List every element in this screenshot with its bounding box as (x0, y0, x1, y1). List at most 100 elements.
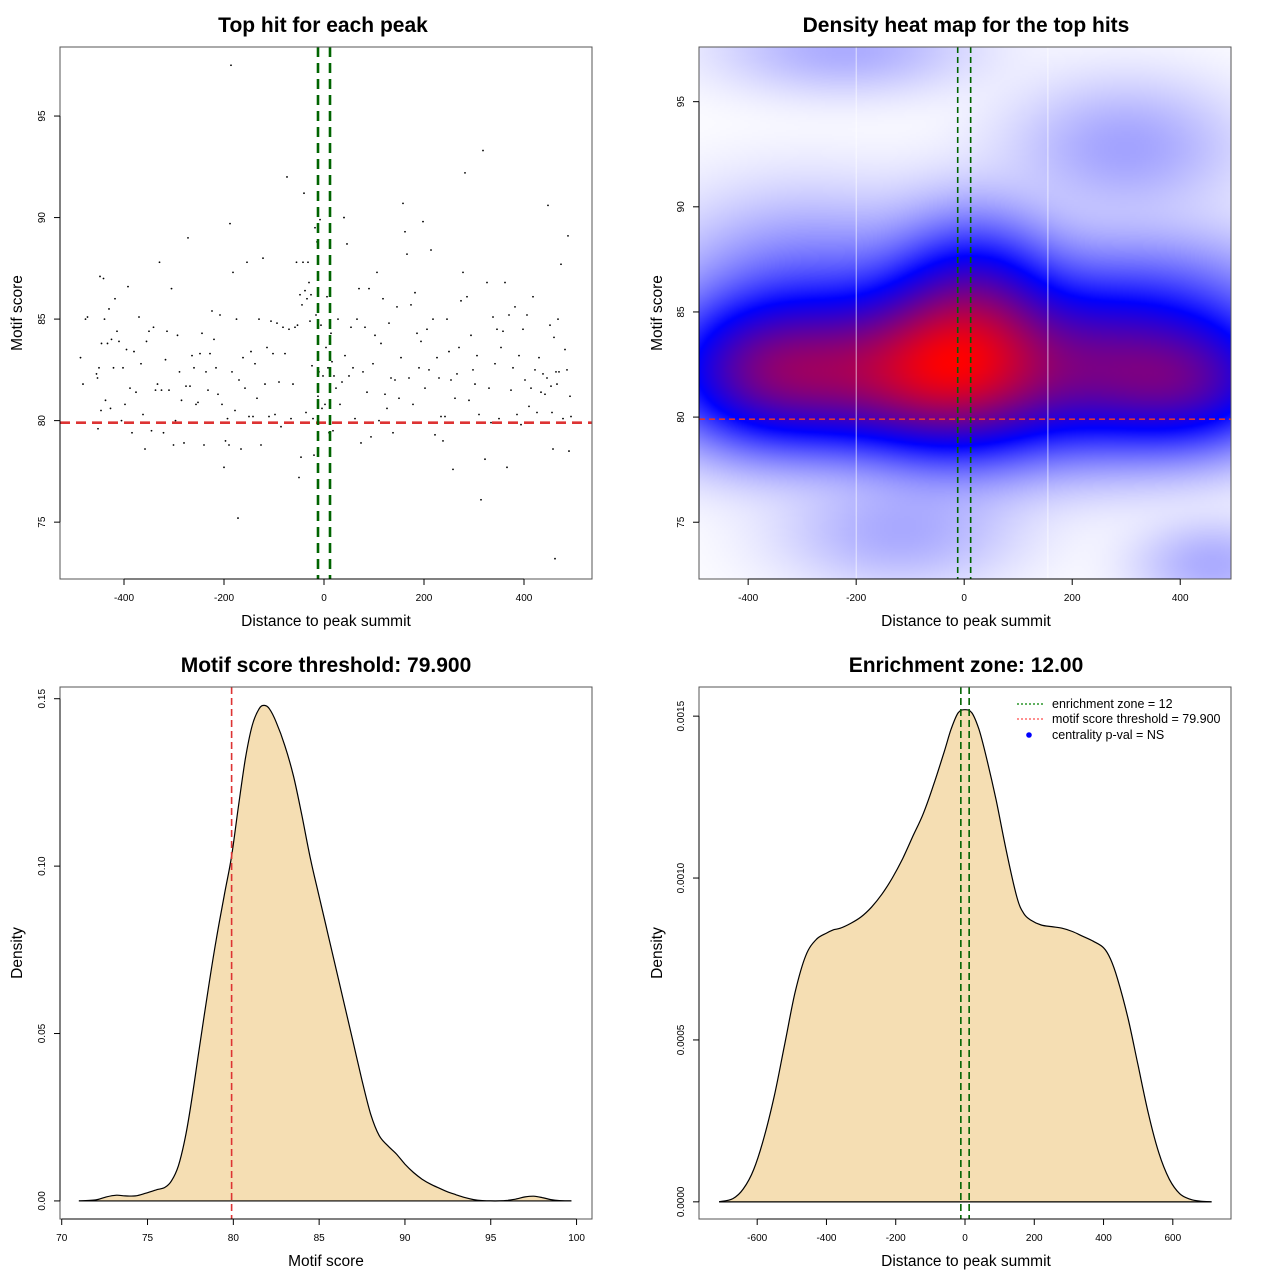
scatter-point (298, 476, 300, 479)
scatter-point (114, 297, 116, 300)
scatter-points (79, 64, 572, 560)
scatter-point (103, 318, 106, 320)
score-density-panel: Motif score threshold: 79.900 70 75 80 85 90… (9, 654, 593, 1270)
scatter-point (464, 171, 466, 174)
scatter-point (99, 275, 101, 278)
scatter-point (288, 328, 290, 331)
scatter-point (299, 293, 301, 296)
scatter-point (237, 517, 239, 519)
scatter-point (309, 320, 311, 323)
scatter-point (160, 389, 163, 392)
scatter-y-tick-label: 85 (37, 313, 48, 325)
scatter-point (484, 458, 486, 461)
scatter-point (183, 442, 185, 444)
scatter-point (116, 330, 118, 333)
scatter-point (518, 354, 520, 357)
scatter-point (205, 370, 207, 373)
scatter-point (442, 440, 444, 442)
score-density-x-tick-label: 70 (56, 1233, 68, 1244)
scatter-point (156, 383, 159, 385)
scatter-point (506, 466, 508, 469)
scatter-point (566, 368, 568, 371)
scatter-point (201, 332, 203, 335)
heatmap-x-tick-label: -400 (738, 593, 758, 604)
scatter-point (280, 425, 282, 428)
scatter-point (250, 350, 252, 353)
scatter-point (131, 431, 133, 434)
heatmap-x-tick-label: 200 (1064, 593, 1081, 604)
scatter-point (79, 356, 82, 359)
scatter-point (301, 303, 303, 306)
scatter-point (344, 354, 346, 357)
scatter-point (552, 448, 554, 450)
scatter-point (452, 468, 454, 471)
heatmap-title: Density heat map for the top hits (803, 14, 1130, 37)
scatter-point (290, 417, 292, 420)
scatter-point (100, 409, 102, 412)
scatter-point (358, 287, 360, 290)
scatter-point (95, 373, 98, 375)
scatter-point (394, 379, 396, 381)
enrichment-zone-lines (960, 687, 970, 1219)
scatter-point (226, 417, 229, 420)
scatter-point (556, 383, 558, 385)
scatter-point (528, 405, 530, 408)
score-density-y-label: Density (9, 927, 26, 979)
scatter-point (170, 287, 173, 290)
distance-density-x-tick-label: -200 (886, 1233, 906, 1244)
scatter-point (540, 391, 542, 394)
distance-density-x-axis: -600 -400 -200 0 200 400 600 (747, 1218, 1182, 1244)
scatter-point (450, 379, 452, 381)
scatter-point (522, 328, 524, 331)
scatter-point (118, 340, 120, 343)
scatter-point (282, 326, 284, 329)
scatter-point (142, 413, 144, 416)
scatter-y-axis: 75 80 85 90 95 (37, 110, 61, 528)
scatter-point (127, 285, 129, 288)
legend-centrality-point (1026, 732, 1032, 738)
scatter-point (106, 342, 109, 345)
scatter-point (460, 299, 462, 302)
scatter-point (524, 379, 526, 381)
heatmap-y-tick-label: 90 (676, 201, 687, 213)
scatter-point (446, 318, 448, 320)
scatter-point (207, 389, 209, 392)
scatter-point (221, 403, 223, 406)
scatter-point (172, 444, 175, 446)
scatter-point (284, 352, 286, 355)
scatter-point (193, 366, 195, 369)
scatter-point (313, 454, 315, 457)
scatter-point (388, 322, 390, 325)
scatter-point (384, 393, 386, 396)
scatter-point (97, 427, 99, 430)
scatter-point (510, 389, 512, 392)
scatter-point (366, 391, 368, 394)
scatter-point (135, 391, 137, 394)
scatter-point (140, 362, 142, 365)
scatter-point (549, 324, 551, 327)
scatter-reference-lines (60, 47, 592, 579)
scatter-point (354, 417, 356, 420)
scatter-point (410, 303, 412, 306)
scatter-point (551, 411, 553, 414)
score-density-x-tick-label: 75 (142, 1233, 154, 1244)
scatter-point (512, 366, 514, 369)
scatter-point (326, 295, 328, 298)
scatter-point (315, 314, 317, 316)
scatter-point (317, 395, 319, 398)
score-density-area (78, 705, 572, 1201)
scatter-point (246, 261, 248, 264)
scatter-point (520, 423, 522, 426)
scatter-point (343, 216, 345, 219)
heatmap-reference-lines (699, 47, 1231, 579)
heatmap-x-tick-label: 400 (1172, 593, 1189, 604)
scatter-point (331, 360, 333, 363)
scatter-point (333, 375, 335, 377)
scatter-point (228, 444, 230, 446)
scatter-point (374, 334, 376, 337)
scatter-point (274, 413, 276, 416)
scatter-point (570, 415, 572, 418)
distance-density-x-label: Distance to peak summit (881, 1253, 1051, 1270)
scatter-point (390, 377, 392, 379)
heatmap-y-tick-label: 75 (676, 516, 687, 528)
